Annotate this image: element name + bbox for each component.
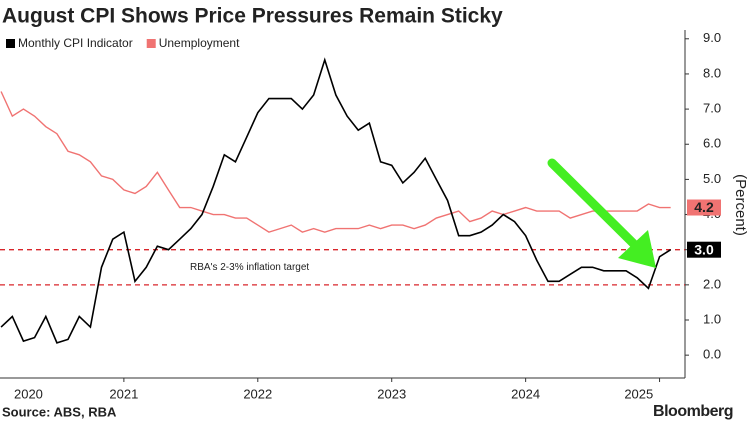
x-tick-label: 2022: [243, 386, 272, 401]
brand: Bloomberg: [653, 403, 733, 420]
x-tick-label: 2025: [624, 386, 653, 401]
value-label: 4.2: [694, 199, 714, 215]
y-tick-label: 5.0: [703, 171, 721, 186]
y-tick-label: 7.0: [703, 101, 721, 116]
arrow-shaft: [547, 158, 645, 255]
y-axis-title: (Percent): [732, 174, 749, 236]
x-tick-label: 2021: [109, 386, 138, 401]
x-tick-label: 2024: [511, 386, 540, 401]
annotation: RBA's 2-3% inflation target: [190, 262, 309, 273]
value-label: 3.0: [694, 241, 714, 257]
legend-swatch: [146, 39, 156, 48]
series-line: [0, 91, 671, 233]
series-line: [0, 57, 672, 344]
arrow-head: [618, 230, 656, 268]
source: Source: ABS, RBA: [2, 404, 117, 419]
y-tick-label: 2.0: [703, 276, 721, 291]
legend-label: Unemployment: [159, 36, 240, 50]
y-tick-label: 0.0: [703, 347, 721, 362]
y-tick-label: 9.0: [703, 30, 721, 45]
x-tick-label: 2020: [14, 386, 43, 401]
x-tick-label: 2023: [377, 386, 406, 401]
plot-area: 0.01.02.03.04.05.06.07.08.09.02020202120…: [0, 30, 721, 401]
value-badge: [687, 241, 721, 258]
y-tick-label: 6.0: [703, 136, 721, 151]
value-badge: [687, 199, 721, 216]
legend-label: Monthly CPI Indicator: [18, 36, 133, 50]
arrow: [547, 158, 656, 268]
y-tick-label: 8.0: [703, 65, 721, 80]
chart-title: August CPI Shows Price Pressures Remain …: [2, 5, 503, 28]
legend-swatch: [6, 39, 15, 48]
y-tick-label: 1.0: [703, 311, 721, 326]
